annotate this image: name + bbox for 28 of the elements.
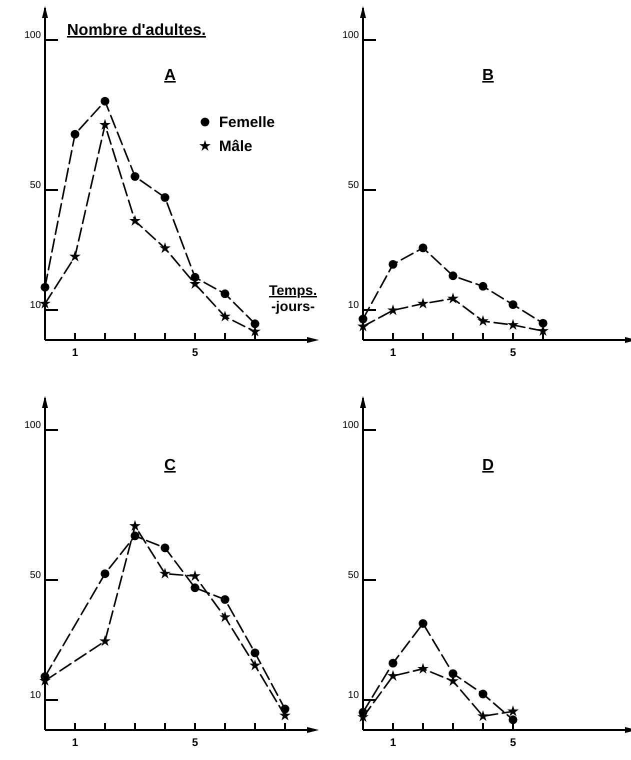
- y-tick-label: 50: [30, 180, 42, 191]
- x-tick-label: 1: [72, 347, 78, 359]
- legend-label: Mâle: [219, 138, 252, 155]
- text: D: [482, 457, 494, 474]
- y-tick-label: 50: [348, 180, 360, 191]
- y-tick-label: 100: [342, 30, 360, 41]
- x-tick-label: 5: [192, 737, 198, 749]
- x-axis-title: Temps. -jours-: [269, 282, 317, 314]
- y-tick-label: 100: [24, 420, 42, 431]
- legend-label: Femelle: [219, 114, 275, 131]
- y-tick-label: 100: [342, 420, 360, 431]
- text: C: [164, 457, 176, 474]
- y-tick-label: 10: [348, 690, 360, 701]
- x-tick-label: 5: [510, 347, 516, 359]
- y-axis-title: Nombre d'adultes.: [67, 22, 206, 39]
- y-tick-label: 50: [30, 570, 42, 581]
- x-tick-label: 1: [72, 737, 78, 749]
- text: A: [164, 67, 176, 84]
- y-tick-label: 100: [24, 30, 42, 41]
- x-tick-label: 1: [390, 347, 396, 359]
- x-tick-label: 1: [390, 737, 396, 749]
- y-tick-label: 10: [30, 300, 42, 311]
- y-tick-label: 50: [348, 570, 360, 581]
- x-tick-label: 5: [192, 347, 198, 359]
- y-tick-label: 10: [348, 300, 360, 311]
- x-tick-label: 5: [510, 737, 516, 749]
- y-tick-label: 10: [30, 690, 42, 701]
- text: B: [482, 67, 494, 84]
